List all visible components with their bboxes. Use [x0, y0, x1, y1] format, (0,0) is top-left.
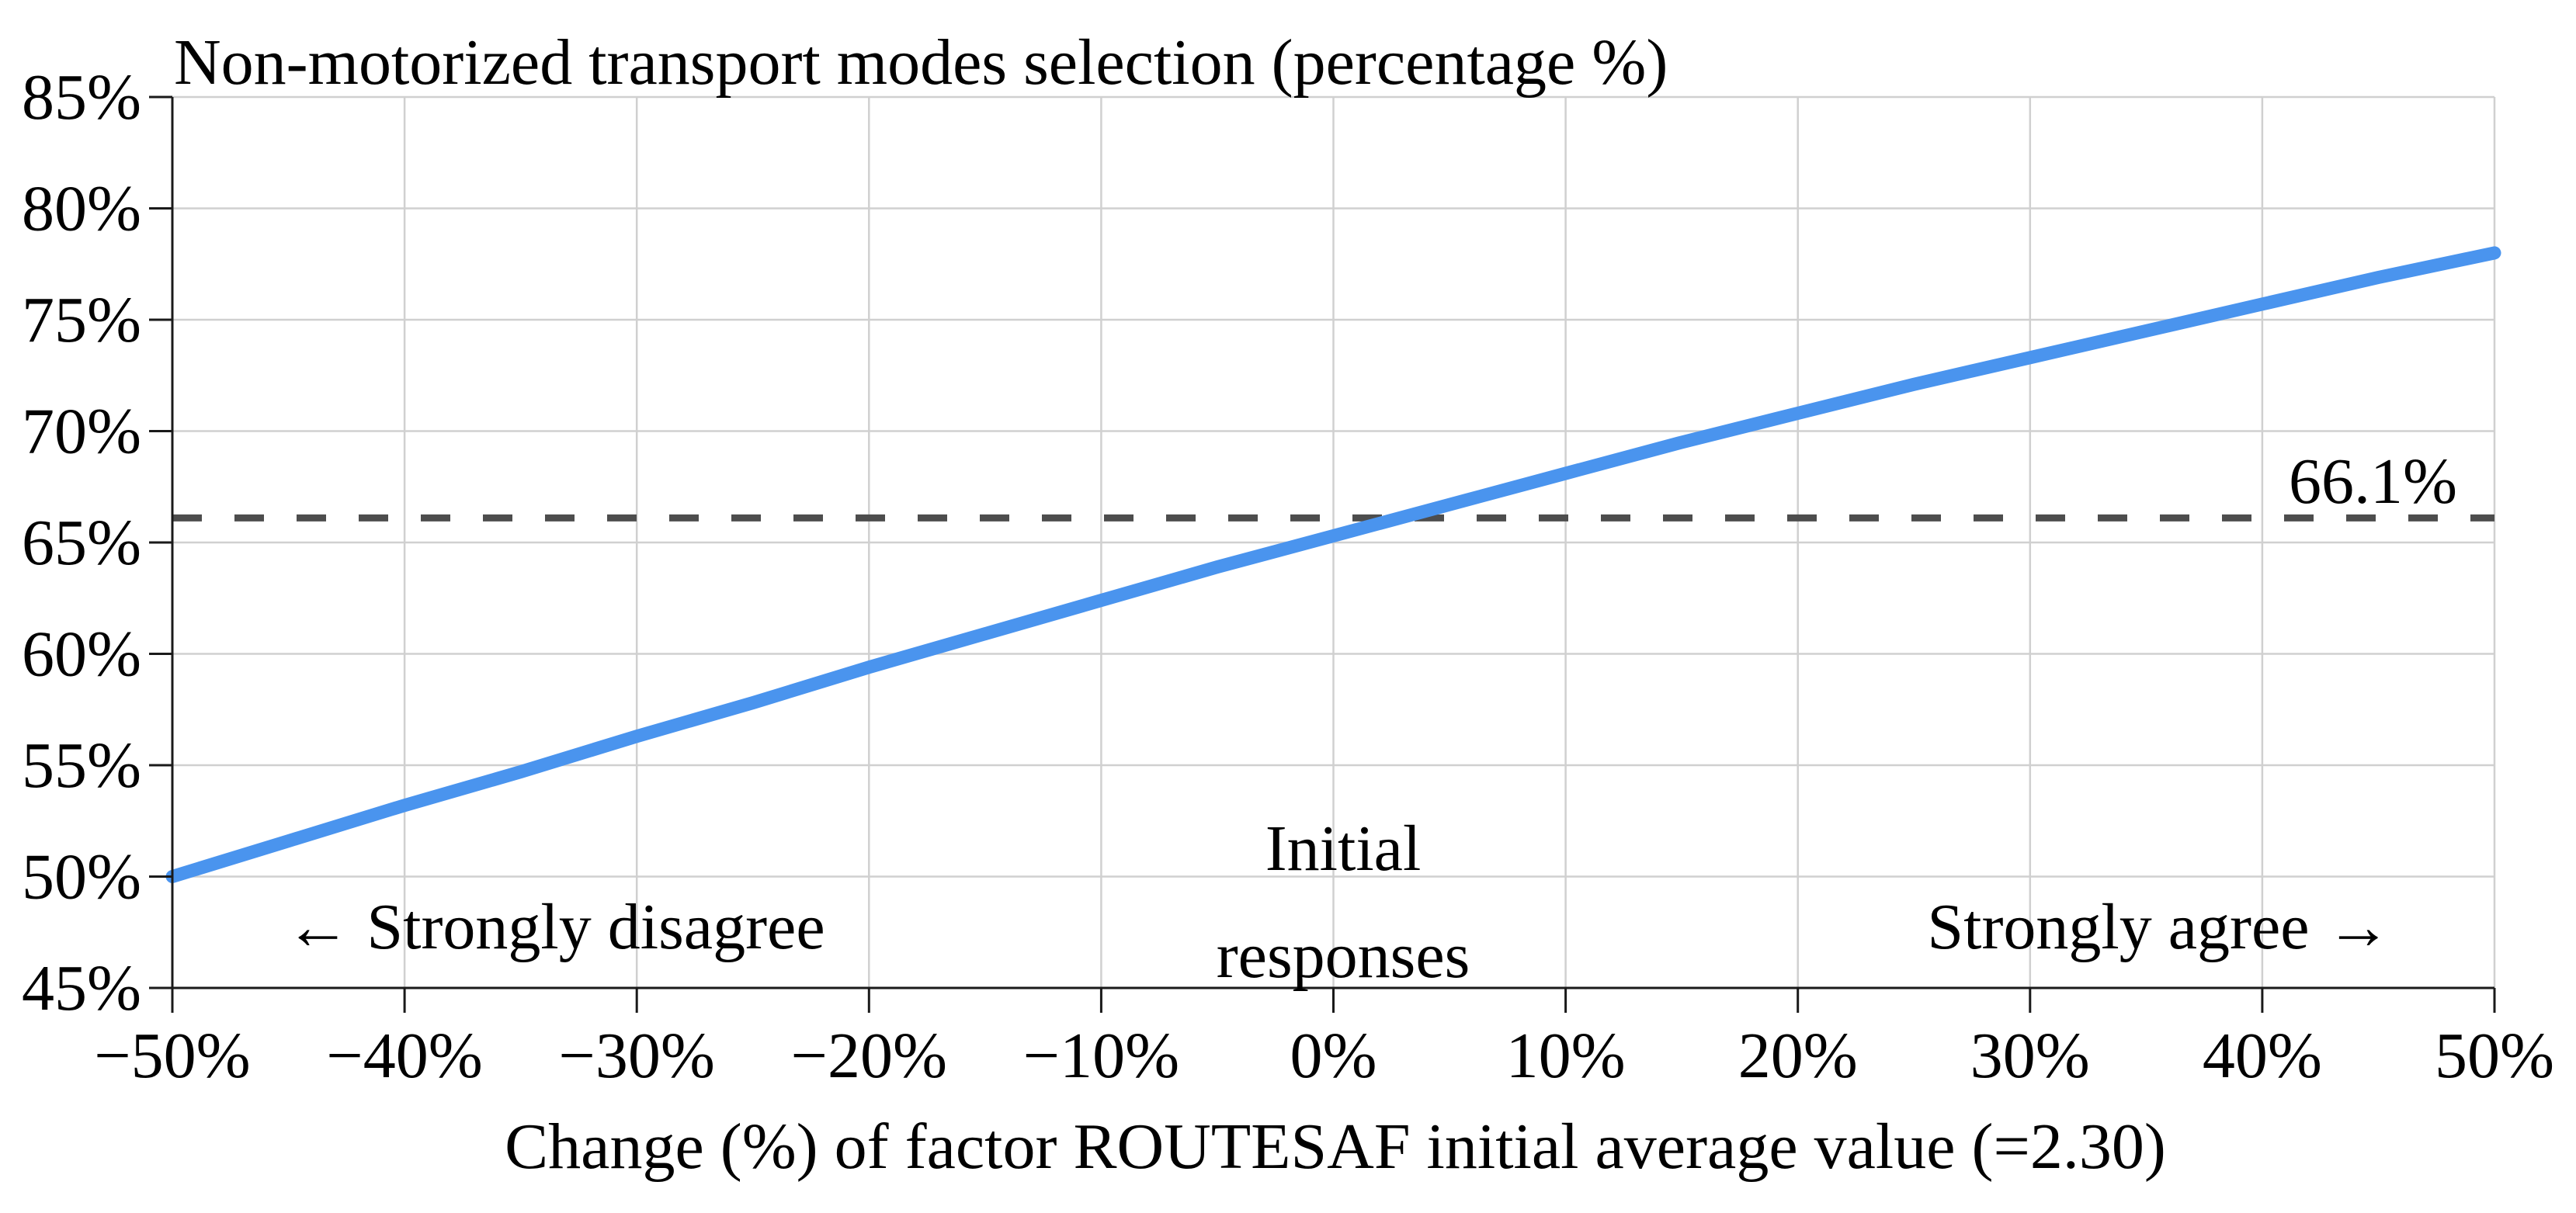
chart-title: Non-motorized transport modes selection … [174, 26, 1668, 99]
tick-label-layer: 85% 80% 75% 70% 65% 60% 55% 50% 45%−50% −40% −30% −… [22, 61, 2554, 1092]
series-layer [165, 246, 2501, 883]
tick-layer [149, 95, 2496, 1013]
x-tick-label: −40% [326, 1020, 482, 1092]
y-tick-label: 50% [22, 841, 141, 913]
x-tick-label: 40% [2203, 1020, 2322, 1092]
annotation-initial-responses-line1: Initial [1265, 813, 1422, 885]
x-tick-label: 20% [1738, 1020, 1858, 1092]
y-tick-label: 85% [22, 61, 141, 133]
y-tick-label: 75% [22, 284, 141, 356]
y-tick-label: 80% [22, 173, 141, 245]
x-tick-label: 0% [1290, 1020, 1377, 1092]
annotation-initial-responses-line2: responses [1217, 920, 1470, 992]
x-tick-label: −30% [559, 1020, 715, 1092]
x-axis-title: Change (%) of factor ROUTESAF initial av… [505, 1111, 2166, 1183]
x-tick-label: −50% [94, 1020, 250, 1092]
reference-line-label: 66.1% [2289, 445, 2457, 518]
x-tick-label: −20% [791, 1020, 947, 1092]
y-tick-label: 60% [22, 619, 141, 691]
y-tick-label: 55% [22, 730, 141, 802]
y-tick-label: 45% [22, 952, 141, 1024]
annotation-strongly-disagree: ← Strongly disagree [285, 891, 825, 963]
y-tick-label: 65% [22, 507, 141, 579]
x-tick-label: 30% [1970, 1020, 2090, 1092]
x-tick-label: 50% [2435, 1020, 2554, 1092]
series-line [165, 246, 2501, 883]
x-tick-label: −10% [1023, 1020, 1179, 1092]
x-tick-label: 10% [1506, 1020, 1626, 1092]
annotation-strongly-agree: Strongly agree → [1927, 891, 2390, 963]
y-tick-label: 70% [22, 396, 141, 468]
